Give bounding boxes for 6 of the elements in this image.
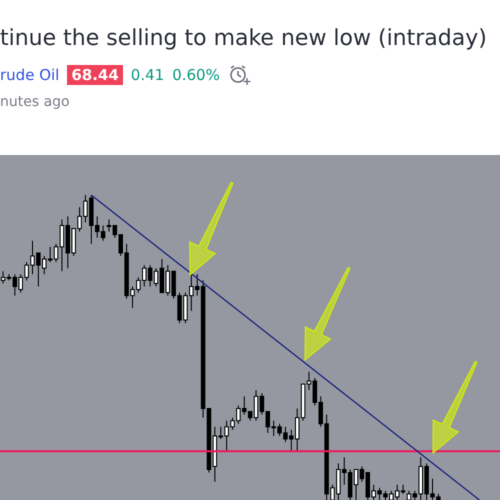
chart-title: tinue the selling to make new low (intraday) — [0, 26, 487, 51]
text: nutes ago — [0, 94, 70, 110]
text: 0.60% — [172, 66, 220, 84]
chart-subtitle: rude Oil — [0, 66, 60, 84]
text: 68.44 — [67, 65, 123, 85]
text: 0.41 — [130, 66, 164, 84]
